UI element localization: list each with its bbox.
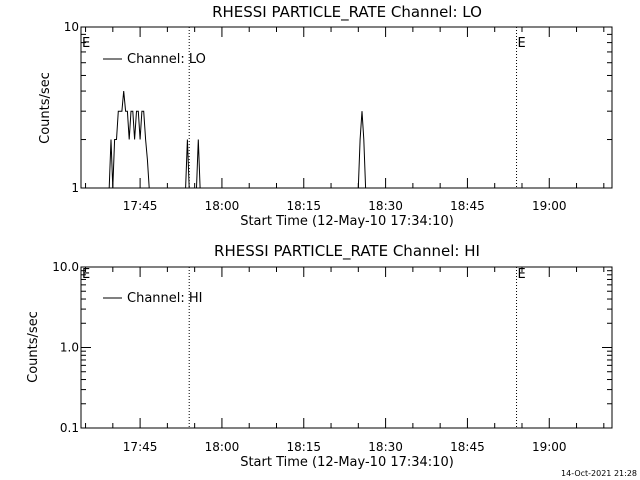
y-axis-label: Counts/sec	[38, 72, 53, 144]
x-tick-label: 18:45	[450, 440, 485, 454]
legend-label: Channel: HI	[127, 291, 203, 306]
y-axis-label: Counts/sec	[26, 311, 41, 383]
chart-title: RHESSI PARTICLE_RATE Channel: HI	[214, 242, 480, 261]
x-tick-label: 18:45	[450, 199, 485, 213]
y-tick-label: 1.0	[60, 341, 79, 355]
y-ticks: 1 10	[64, 20, 612, 195]
x-tick-label: 18:30	[368, 199, 403, 213]
chart-title: RHESSI PARTICLE_RATE Channel: LO	[212, 3, 482, 22]
x-ticks: 17:45 18:00 18:15 18:30 18:45 19:00	[85, 27, 605, 213]
x-tick-label: 19:00	[532, 199, 567, 213]
footer-timestamp: 14-Oct-2021 21:28	[561, 469, 637, 478]
y-tick-label: 10	[64, 20, 79, 34]
y-tick-label: 1	[71, 181, 79, 195]
x-tick-label: 19:00	[532, 440, 567, 454]
event-marker-label: E	[518, 36, 526, 51]
y-tick-label: 10.0	[52, 260, 79, 274]
x-tick-label: 18:00	[205, 440, 240, 454]
x-axis-label: Start Time (12-May-10 17:34:10)	[240, 214, 454, 229]
x-tick-label: 18:00	[205, 199, 240, 213]
legend: Channel: LO	[103, 52, 206, 67]
series-line	[107, 91, 367, 189]
event-marker-label: E	[82, 267, 90, 282]
event-marker-label: E	[82, 36, 90, 51]
y-ticks: 0.1 1.0 10.0	[52, 260, 612, 435]
chart-panel-lo: RHESSI PARTICLE_RATE Channel: LO Counts/…	[38, 3, 613, 229]
y-tick-label: 0.1	[60, 421, 79, 435]
x-tick-label: 17:45	[123, 440, 158, 454]
event-marker-label: E	[518, 267, 526, 282]
legend: Channel: HI	[103, 291, 203, 306]
x-tick-label: 18:15	[286, 199, 321, 213]
x-ticks: 17:45 18:00 18:15 18:30 18:45 19:00	[85, 267, 605, 454]
chart-panel-hi: RHESSI PARTICLE_RATE Channel: HI Counts/…	[26, 242, 613, 470]
x-tick-label: 18:30	[368, 440, 403, 454]
x-tick-label: 18:15	[286, 440, 321, 454]
series-layer	[107, 91, 367, 189]
x-axis-label: Start Time (12-May-10 17:34:10)	[240, 455, 454, 470]
x-tick-label: 17:45	[123, 199, 158, 213]
legend-label: Channel: LO	[127, 52, 206, 67]
